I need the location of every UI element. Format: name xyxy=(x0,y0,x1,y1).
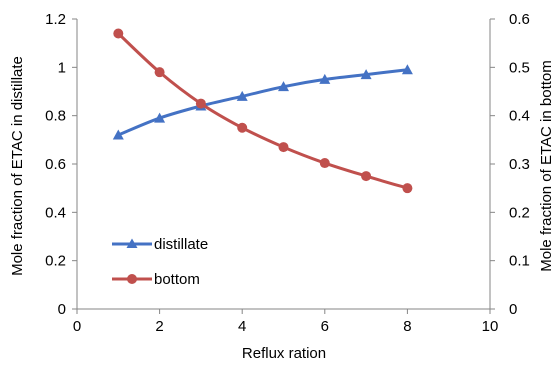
data-point-bottom xyxy=(237,122,248,133)
x-tick-label: 2 xyxy=(155,318,163,335)
x-tick-label: 0 xyxy=(73,318,81,335)
data-point-distillate xyxy=(112,129,124,140)
y-left-tick-label: 1.2 xyxy=(45,11,66,28)
data-point-bottom xyxy=(154,67,165,78)
data-point-distillate xyxy=(401,64,413,75)
data-point-distillate xyxy=(360,69,372,80)
x-axis-title: Reflux ration xyxy=(242,345,326,362)
y-right-tick-label: 0.5 xyxy=(509,59,530,76)
y-left-tick-label: 0 xyxy=(58,301,66,318)
y-axis-right-title: Mole fraction of ETAC in bottom xyxy=(538,60,555,271)
y-right-tick-label: 0 xyxy=(509,301,517,318)
y-left-tick-label: 0.4 xyxy=(45,204,66,221)
data-point-bottom xyxy=(278,142,289,153)
data-point-distillate xyxy=(236,90,248,101)
y-right-tick-label: 0.1 xyxy=(509,253,530,270)
legend-bottom-marker xyxy=(127,274,137,284)
x-tick-label: 8 xyxy=(403,318,411,335)
y-right-tick-label: 0.4 xyxy=(509,108,530,125)
series-bottom xyxy=(113,28,413,194)
x-tick-label: 10 xyxy=(482,318,499,335)
legend-distillate-label: distillate xyxy=(154,236,208,253)
legend-bottom-label: bottom xyxy=(154,271,200,288)
data-point-distillate xyxy=(154,112,166,123)
tick-labels: 0 2 4 6 8 10 0 0.2 0.4 0.6 0.8 1 1.2 0 0.1 0.2 0.3 0.4 0.5… xyxy=(45,11,530,335)
y-right-tick-label: 0.3 xyxy=(509,156,530,173)
x-tick-label: 4 xyxy=(238,318,246,335)
y-right-tick-label: 0.6 xyxy=(509,11,530,28)
data-point-bottom xyxy=(113,28,124,39)
series-line-distillate xyxy=(117,68,408,137)
data-point-distillate xyxy=(278,81,289,92)
y-left-tick-label: 1 xyxy=(58,59,66,76)
legend: distillate bottom xyxy=(112,236,208,288)
y-axis-left-title: Mole fraction of ETAC in distillate xyxy=(9,56,26,276)
data-point-distillate xyxy=(319,73,331,84)
data-point-bottom xyxy=(319,158,330,169)
x-tick-label: 6 xyxy=(321,318,329,335)
series-line-bottom xyxy=(117,32,408,190)
y-left-tick-label: 0.6 xyxy=(45,156,66,173)
legend-distillate-marker xyxy=(126,238,138,248)
data-point-bottom xyxy=(361,171,372,182)
data-point-bottom xyxy=(402,183,413,194)
y-left-tick-label: 0.2 xyxy=(45,253,66,270)
data-point-bottom xyxy=(195,98,206,109)
series-layer xyxy=(112,28,413,194)
y-right-tick-label: 0.2 xyxy=(509,204,530,221)
y-left-tick-label: 0.8 xyxy=(45,108,66,125)
axes xyxy=(72,18,495,314)
